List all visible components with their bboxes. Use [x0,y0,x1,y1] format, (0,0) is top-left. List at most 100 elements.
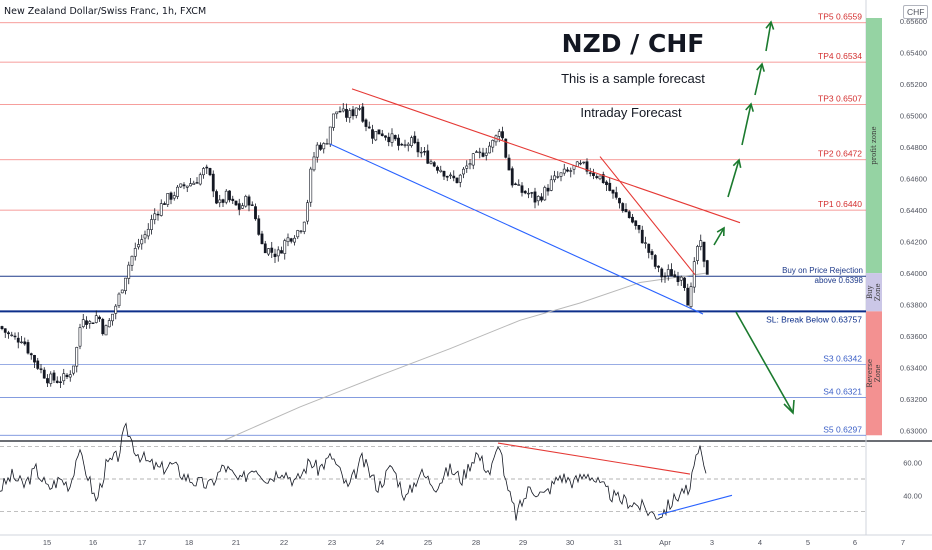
x-tick-label: 28 [472,538,480,547]
candle-down [605,181,608,186]
candle-up [390,133,394,143]
candle-down [627,211,631,219]
candle-up [146,228,150,237]
y-tick-label: 0.63200 [900,395,927,404]
candle-up [68,374,72,378]
candle-up [20,341,23,344]
reverse-zone-label: Zone [874,364,882,382]
candle-up [296,230,300,238]
candle-down [566,169,569,172]
candle-down [533,191,537,203]
candle-up [140,239,144,245]
candle-down [384,135,387,138]
x-tick-label: 25 [424,538,432,547]
arrow-head [745,102,755,112]
candle-down [280,250,283,254]
candle-up [293,237,296,243]
level-label-target: TP5 0.6559 [818,12,862,22]
candle-down [250,204,254,206]
candle-up [127,264,131,279]
candle-down [705,260,709,275]
candle-down [624,209,628,213]
candle-up [189,183,192,187]
arrow-head [756,62,765,72]
forecast-type: Intraday Forecast [580,105,682,120]
candle-down [0,326,4,330]
level-label-target: TP2 0.6472 [818,149,862,159]
level-label-entry: above 0.6398 [815,276,864,285]
y-tick-label: 0.64600 [900,175,927,184]
candle-up [104,325,108,336]
candle-down [65,374,69,378]
candle-down [637,225,641,230]
candle-down [592,172,595,176]
y-tick-label: 0.64400 [900,206,927,215]
candle-down [653,255,657,267]
candle-down [367,126,371,129]
candle-down [91,322,95,324]
candle-down [371,129,374,139]
candle-down [23,341,27,345]
candle-down [338,110,342,113]
candle-up [267,248,270,255]
candle-down [221,199,225,203]
x-tick-label: Apr [659,538,671,547]
candle-up [559,172,563,177]
candle-up [143,234,147,239]
currency-badge[interactable]: CHF [903,5,929,19]
candle-down [530,192,534,194]
trendline [329,143,704,315]
candle-up [283,240,287,254]
candle-down [670,269,673,277]
candle-down [432,162,436,167]
candle-down [413,135,417,144]
candle-up [312,156,316,171]
candle-down [289,238,293,242]
y-tick-label: 0.63800 [900,301,927,310]
candle-up [218,199,222,204]
candle-down [585,161,589,172]
candle-up [176,186,179,197]
candle-up [696,246,699,261]
candle-up [549,179,553,191]
y-tick-label: 0.64800 [900,143,927,152]
candle-up [374,131,378,141]
candle-up [517,184,521,186]
candle-down [501,131,504,139]
candle-up [49,373,53,384]
candle-down [507,157,511,171]
level-label-target: TP3 0.6507 [818,94,862,104]
oscillator-trendline [657,494,733,516]
candle-up [81,319,85,327]
candle-down [13,335,17,338]
candle-up [130,255,134,266]
trendline [351,88,741,224]
x-tick-label: 18 [185,538,193,547]
y-tick-label: 0.65000 [900,112,927,121]
candle-down [36,360,40,369]
candle-down [257,218,261,235]
candle-up [358,108,361,110]
x-tick-label: 3 [710,538,714,547]
candle-up [403,144,407,146]
candle-up [475,151,478,153]
candle-up [198,174,202,185]
buy-zone-label: Buy [866,285,874,299]
x-tick-label: 21 [232,538,240,547]
candle-up [666,269,670,277]
candle-down [426,150,430,164]
reverse-zone [866,311,882,436]
candle-down [3,328,7,333]
candle-up [328,126,332,145]
y-tick-label: 0.63000 [900,427,927,436]
x-tick-label: 17 [138,538,146,547]
oscillator-tick-label: 40.00 [903,491,922,500]
candle-up [439,169,443,172]
candle-up [335,111,339,115]
candle-up [159,203,163,216]
subtitle: This is a sample forecast [561,71,705,86]
candle-down [650,251,654,255]
candle-down [85,320,88,325]
candle-down [683,277,686,288]
